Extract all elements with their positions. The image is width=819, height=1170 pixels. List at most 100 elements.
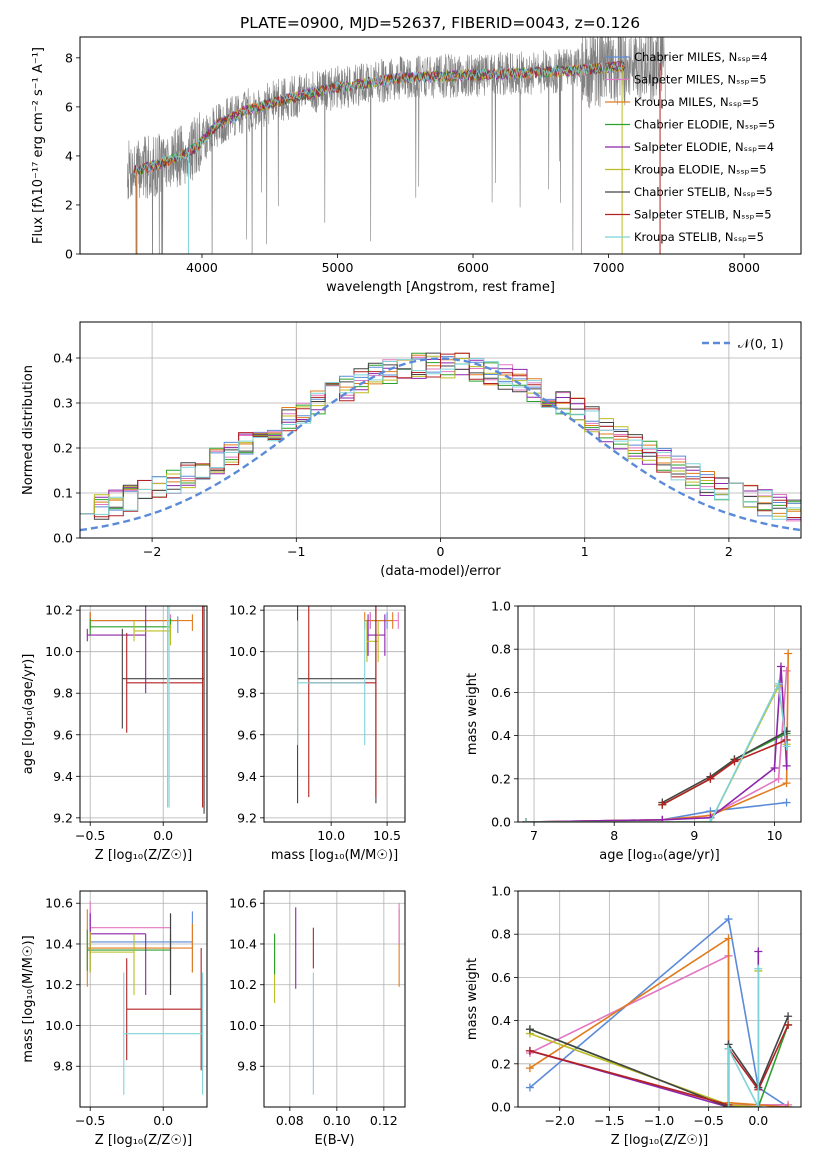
- plot-frame: [79, 36, 802, 255]
- y-tick-label: 10.0: [45, 644, 73, 659]
- x-tick-label: 7000: [593, 260, 625, 275]
- y-tick-label: 9.2: [53, 810, 73, 825]
- weight-series-line: [525, 666, 788, 822]
- y-tick-label: 0.4: [491, 1013, 511, 1028]
- y-tick-label: 10.6: [229, 896, 257, 911]
- weight-point-marker: [724, 934, 733, 943]
- y-axis-label: Normed distribution: [21, 365, 36, 495]
- weight-point-marker: [730, 757, 739, 766]
- residual-histogram: [80, 352, 801, 518]
- weight-point-marker: [658, 800, 667, 809]
- plot-frame: [263, 890, 406, 1108]
- x-tick-label: 2: [725, 544, 733, 559]
- x-tick-label: −2.0: [545, 1113, 575, 1128]
- legend-label: Salpeter ELODIE, Nₛₛₚ=4: [634, 140, 774, 154]
- legend-label: 𝒩(0, 1): [738, 336, 784, 351]
- normal-curve: [80, 357, 801, 532]
- panel-spectrum: 4000 5000 6000 7000 8000 0 2 4 6 8 wavelength [Ang…: [31, 36, 802, 295]
- y-tick-label: 0.8: [491, 642, 511, 657]
- y-tick-label: 0.3: [53, 396, 73, 411]
- x-tick-label: 0.0: [153, 1113, 173, 1128]
- y-tick-label: 0.6: [491, 685, 511, 700]
- weight-point-marker: [724, 1103, 733, 1107]
- y-tick-label: 0.1: [53, 486, 73, 501]
- x-tick-label: 7: [530, 828, 538, 843]
- y-tick-label: 0.0: [53, 531, 73, 546]
- weight-point-marker: [754, 1103, 763, 1107]
- y-tick-label: 0.2: [491, 771, 511, 786]
- x-tick-label: 10: [767, 828, 783, 843]
- panel-age-Z: −0.5 0.0 9.2 9.4 9.6 9.8 10.0 10.2 Z [log₁₀(Z/Z☉…: [21, 603, 208, 863]
- panel-weight-age: 7 8 9 10 0.0 0.2 0.4 0.6 0.8 1.0 age [log₁₀(age/yr…: [465, 599, 802, 863]
- panel-age-mass: 10.0 10.5 9.2 9.4 9.6 9.8 10.0 10.2 mass [log₁₀(…: [229, 603, 406, 863]
- y-tick-label: 9.4: [53, 769, 73, 784]
- y-tick-label: 4: [65, 148, 73, 163]
- weight-point-marker: [706, 774, 715, 783]
- weight-point-marker: [522, 818, 531, 822]
- weight-point-marker: [525, 1064, 534, 1073]
- y-tick-label: 0.0: [491, 815, 511, 830]
- x-tick-label: −0.5: [75, 828, 105, 843]
- y-tick-label: 0: [65, 247, 73, 262]
- plot-area: [274, 903, 400, 1095]
- y-tick-label: 10.4: [45, 936, 73, 951]
- weight-point-marker: [784, 1012, 793, 1021]
- plot-area: [80, 352, 801, 532]
- x-tick-label: 0.0: [748, 1113, 768, 1128]
- plot-area: [525, 915, 793, 1107]
- y-tick-label: 9.8: [53, 686, 73, 701]
- x-tick-label: 8: [610, 828, 618, 843]
- y-axis-label: mass weight: [465, 673, 480, 755]
- weight-series-line: [661, 730, 787, 804]
- y-tick-label: 0.2: [53, 441, 73, 456]
- x-tick-label: −2: [143, 544, 161, 559]
- y-tick-label: 8: [65, 50, 73, 65]
- y-tick-label: 10.2: [45, 603, 73, 618]
- y-tick-label: 10.0: [45, 1018, 73, 1033]
- weight-point-marker: [525, 1046, 534, 1055]
- weight-point-marker: [782, 742, 791, 751]
- y-axis-label: mass weight: [465, 958, 480, 1040]
- weight-point-marker: [782, 798, 791, 807]
- weight-series-line: [661, 739, 787, 806]
- y-tick-label: 1.0: [491, 599, 511, 614]
- y-tick-label: 9.8: [53, 1059, 73, 1074]
- weight-point-marker: [724, 1044, 733, 1053]
- weight-series-line: [525, 653, 789, 822]
- y-tick-label: 1.0: [491, 884, 511, 899]
- y-tick-label: 10.6: [45, 896, 73, 911]
- legend-label: Kroupa STELIB, Nₛₛₚ=5: [634, 230, 764, 244]
- plot-frame: [79, 890, 208, 1108]
- x-tick-label: 10.0: [317, 828, 345, 843]
- x-tick-label: −1: [287, 544, 305, 559]
- weight-point-marker: [776, 662, 785, 671]
- x-tick-label: −0.5: [693, 1113, 723, 1128]
- x-tick-label: 4000: [186, 260, 218, 275]
- x-tick-label: 0: [437, 544, 445, 559]
- x-axis-label: mass [log₁₀(M/M☉)]: [271, 848, 398, 863]
- y-axis-label: mass [log₁₀(M/M☉)]: [21, 935, 36, 1062]
- plot-frame: [79, 605, 208, 823]
- x-axis-label: age [log₁₀(age/yr)]: [599, 848, 720, 863]
- x-axis-label: Z [log₁₀(Z/Z☉)]: [95, 848, 192, 863]
- weight-point-marker: [774, 679, 783, 688]
- panel-mass-Z: −0.5 0.0 9.8 10.0 10.2 10.4 10.6 Z [log₁₀(Z/Z☉)…: [21, 890, 208, 1148]
- x-tick-label: 10.5: [373, 828, 401, 843]
- legend-label: Chabrier MILES, Nₛₛₚ=4: [634, 50, 768, 64]
- y-tick-label: 0.4: [491, 728, 511, 743]
- x-tick-label: 0.12: [370, 1113, 398, 1128]
- plot-area: [86, 606, 205, 814]
- y-tick-label: 0.0: [491, 1100, 511, 1115]
- weight-series-line: [525, 801, 787, 822]
- y-tick-label: 9.6: [53, 727, 73, 742]
- x-tick-label: −0.5: [75, 1113, 105, 1128]
- x-axis-label: Z [log₁₀(Z/Z☉)]: [611, 1133, 708, 1148]
- weight-point-marker: [525, 1083, 534, 1092]
- y-tick-label: 9.6: [237, 727, 257, 742]
- y-tick-label: 10.0: [229, 1018, 257, 1033]
- plot-area: [297, 606, 399, 804]
- y-tick-label: 9.2: [237, 810, 257, 825]
- x-tick-label: 0.08: [276, 1113, 304, 1128]
- y-tick-label: 0.2: [491, 1056, 511, 1071]
- legend-label: Kroupa MILES, Nₛₛₚ=5: [634, 95, 759, 109]
